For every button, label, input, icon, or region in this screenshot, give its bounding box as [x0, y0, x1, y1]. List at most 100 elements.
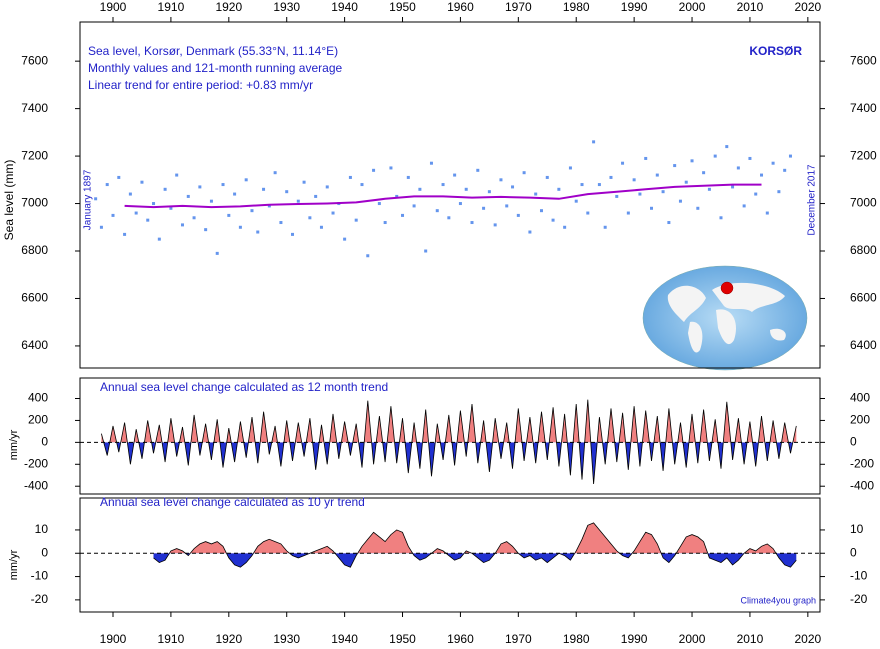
- y-tick-label: 200: [28, 413, 48, 427]
- data-point: [262, 187, 266, 191]
- y-tick-label: 6800: [21, 243, 48, 257]
- x-tick-label: 1970: [505, 0, 532, 14]
- x-tick-label: 1950: [389, 0, 416, 14]
- y-tick-label: 7600: [850, 53, 877, 67]
- x-tick-label: 2010: [737, 632, 764, 646]
- data-point: [719, 216, 723, 220]
- x-tick-label: 1920: [215, 0, 242, 14]
- y-axis-label: Sea level (mm): [2, 160, 16, 241]
- y-tick-label: -400: [850, 478, 874, 492]
- y-tick-label: 0: [41, 435, 48, 449]
- plot-frame: [79, 497, 821, 613]
- y-tick-label: 7200: [21, 148, 48, 162]
- data-point: [650, 206, 654, 210]
- data-point: [238, 225, 242, 229]
- x-tick-label: 1990: [621, 632, 648, 646]
- data-point: [302, 180, 306, 184]
- data-point: [667, 221, 671, 225]
- x-tick-label: 2010: [737, 0, 764, 14]
- data-point: [418, 187, 422, 191]
- data-point: [360, 183, 364, 187]
- data-point: [99, 225, 103, 229]
- x-tick-label: 1900: [100, 0, 127, 14]
- data-point: [771, 161, 775, 165]
- data-point: [412, 204, 416, 208]
- x-tick-label: 1980: [563, 632, 590, 646]
- data-point: [707, 187, 711, 191]
- y-tick-label: 7400: [21, 101, 48, 115]
- plot-frame: [79, 377, 821, 495]
- data-point: [731, 185, 735, 189]
- data-point: [696, 206, 700, 210]
- data-point: [464, 187, 468, 191]
- data-point: [568, 166, 572, 170]
- x-tick-label: 1990: [621, 0, 648, 14]
- data-point: [684, 180, 688, 184]
- data-point: [192, 216, 196, 220]
- y-tick-label: -20: [850, 592, 868, 606]
- data-point: [157, 237, 161, 241]
- data-point: [499, 178, 503, 182]
- data-point: [487, 190, 491, 194]
- positive-area: [169, 522, 777, 554]
- trend-note: Linear trend for entire period: +0.83 mm…: [88, 78, 313, 92]
- data-point: [742, 204, 746, 208]
- data-point: [458, 202, 462, 206]
- data-point: [690, 159, 694, 163]
- data-point: [632, 178, 636, 182]
- data-point: [534, 192, 538, 196]
- x-tick-label: 1950: [389, 632, 416, 646]
- data-point: [586, 211, 590, 215]
- data-point: [597, 183, 601, 187]
- y-tick-label: -200: [24, 456, 48, 470]
- y-tick-label: 0: [41, 545, 48, 559]
- data-point: [256, 230, 260, 234]
- data-point: [128, 192, 132, 196]
- y-tick-label: 7400: [850, 101, 877, 115]
- data-point: [435, 209, 439, 213]
- data-point: [377, 202, 381, 206]
- data-point: [603, 225, 607, 229]
- y-tick-label: 7200: [850, 148, 877, 162]
- data-point: [406, 175, 410, 179]
- data-point: [291, 232, 295, 236]
- data-point: [592, 140, 596, 144]
- plot-frame: [79, 21, 821, 369]
- data-point: [580, 183, 584, 187]
- chart-subtitle: Monthly values and 121-month running ave…: [88, 61, 342, 75]
- y-tick-label: 0: [850, 545, 857, 559]
- trend-line: [153, 522, 797, 568]
- x-tick-label: 1940: [331, 0, 358, 14]
- data-point: [453, 173, 457, 177]
- data-point: [395, 194, 399, 198]
- chart-title: Sea level, Korsør, Denmark (55.33°N, 11.…: [88, 44, 338, 58]
- credit: Climate4you graph: [740, 595, 816, 605]
- y-tick-label: -20: [31, 592, 49, 606]
- data-point: [221, 183, 225, 187]
- data-point: [539, 209, 543, 213]
- y-tick-label: 0: [850, 435, 857, 449]
- data-point: [470, 221, 474, 225]
- data-point: [198, 185, 202, 189]
- y-tick-label: 6600: [21, 291, 48, 305]
- data-point: [343, 237, 347, 241]
- y-tick-label: -10: [31, 569, 49, 583]
- trend-line: [101, 399, 797, 485]
- data-point: [233, 192, 237, 196]
- data-point: [123, 232, 127, 236]
- data-point: [736, 166, 740, 170]
- y-tick-label: 200: [850, 413, 870, 427]
- data-point: [204, 228, 208, 232]
- data-point: [285, 190, 289, 194]
- x-tick-label: 2000: [679, 632, 706, 646]
- y-tick-label: 6400: [850, 338, 877, 352]
- data-point: [186, 194, 190, 198]
- x-tick-label: 1920: [215, 632, 242, 646]
- data-point: [447, 216, 451, 220]
- data-point: [250, 209, 254, 213]
- x-tick-label: 2020: [794, 632, 821, 646]
- data-point: [673, 164, 677, 168]
- panel-title: Annual sea level change calculated as 10…: [100, 495, 365, 509]
- data-point: [788, 154, 792, 158]
- y-tick-label: 6800: [850, 243, 877, 257]
